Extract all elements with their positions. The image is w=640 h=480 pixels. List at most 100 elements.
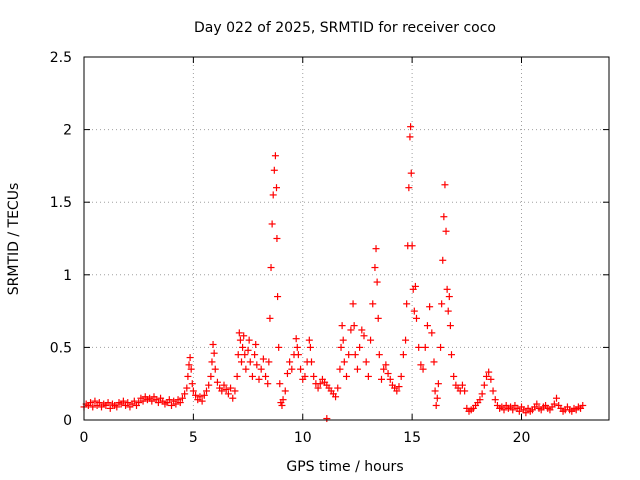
data-point (238, 358, 245, 366)
data-point (533, 400, 541, 408)
data-point (236, 336, 244, 344)
data-point (213, 378, 221, 386)
data-point (203, 387, 210, 395)
x-tick-label: 0 (80, 430, 89, 446)
data-point (487, 375, 495, 383)
data-point (306, 343, 314, 351)
data-point (293, 343, 301, 351)
data-point (375, 351, 383, 359)
data-point (345, 351, 353, 359)
data-point (338, 322, 346, 330)
data-point (423, 322, 431, 330)
data-point (308, 358, 315, 366)
data-point (406, 133, 414, 141)
y-tick-label: 1 (63, 268, 72, 284)
data-point (178, 394, 186, 402)
data-point (458, 381, 466, 389)
data-point (500, 406, 508, 414)
data-point (259, 355, 267, 363)
y-tick-label: 2 (63, 123, 72, 139)
data-point (278, 401, 286, 409)
data-point (432, 401, 440, 409)
data-point (350, 322, 358, 330)
data-point (181, 390, 189, 398)
data-point (229, 394, 237, 402)
data-point (446, 322, 454, 330)
data-point (340, 358, 348, 366)
data-point (434, 380, 442, 388)
data-point (417, 361, 425, 369)
data-point (550, 400, 558, 408)
data-point (380, 365, 388, 373)
data-point (227, 384, 235, 392)
data-point (246, 358, 254, 366)
data-point (362, 358, 370, 366)
data-point (255, 375, 263, 383)
data-point (253, 361, 261, 369)
data-point (262, 372, 270, 380)
data-point (139, 397, 147, 405)
data-point (483, 372, 490, 380)
data-point (222, 386, 230, 394)
y-tick-label: 0.5 (50, 340, 72, 356)
data-point (393, 387, 401, 395)
x-tick-label: 15 (403, 430, 421, 446)
data-point (269, 191, 277, 199)
data-point (218, 387, 226, 395)
data-point (210, 349, 218, 357)
data-point (279, 396, 287, 404)
data-point (186, 354, 194, 362)
data-point (257, 365, 265, 373)
data-point (234, 351, 242, 359)
data-point (192, 391, 200, 399)
y-tick-label: 2.5 (50, 50, 72, 66)
data-point (405, 184, 413, 192)
data-point (267, 264, 275, 272)
data-point (372, 245, 380, 253)
data-point (384, 370, 392, 378)
data-point (310, 372, 318, 380)
data-point (283, 370, 291, 378)
data-point (445, 293, 453, 301)
y-tick-label: 1.5 (50, 195, 72, 211)
data-point (450, 372, 458, 380)
data-point (323, 415, 331, 423)
data-points (80, 123, 587, 423)
data-point (476, 396, 484, 404)
data-point (275, 343, 283, 351)
data-point (297, 365, 305, 373)
data-point (367, 336, 375, 344)
x-axis-label: GPS time / hours (286, 459, 403, 475)
data-point (209, 340, 217, 348)
data-point (421, 343, 429, 351)
data-point (351, 351, 359, 359)
data-point (188, 380, 196, 388)
data-point (408, 242, 416, 250)
data-point (386, 375, 394, 383)
data-point (242, 365, 250, 373)
data-point (252, 340, 260, 348)
data-point (148, 397, 156, 405)
data-point (371, 264, 379, 272)
data-point (207, 372, 215, 380)
data-point (91, 397, 99, 405)
data-point (515, 407, 523, 415)
data-point (198, 397, 206, 405)
y-tick-label: 0 (63, 413, 72, 429)
x-tick-label: 20 (513, 430, 531, 446)
data-point (185, 361, 193, 369)
data-point (239, 343, 247, 351)
data-point (382, 361, 390, 369)
data-point (95, 399, 103, 407)
data-point (208, 358, 216, 366)
data-point (395, 383, 403, 391)
data-point (268, 220, 276, 228)
data-point (397, 372, 405, 380)
data-point (271, 152, 279, 160)
data-point (428, 329, 436, 337)
data-point (266, 314, 274, 322)
data-point (339, 336, 347, 344)
data-point (485, 368, 493, 376)
data-point (378, 375, 385, 383)
